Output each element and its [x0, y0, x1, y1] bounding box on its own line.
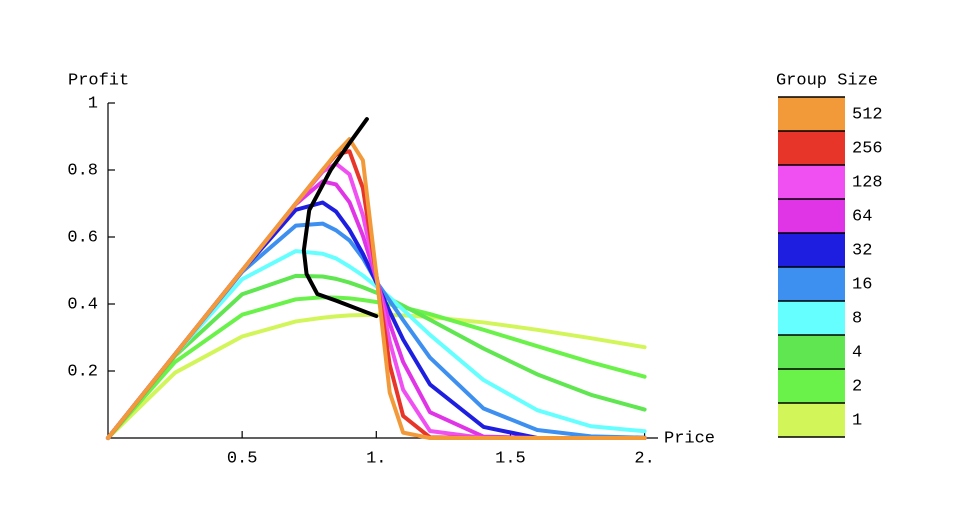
legend-label: 64 [852, 207, 872, 226]
legend-swatch [778, 335, 845, 369]
legend-label: 8 [852, 309, 862, 328]
x-tick-label: 2. [634, 449, 654, 468]
legend-swatch [778, 97, 845, 131]
series-line [106, 179, 647, 440]
y-tick-label: 1 [88, 94, 98, 113]
x-axis-label: Price [664, 429, 715, 448]
x-tick-label: 1. [366, 449, 386, 468]
optimum-line [301, 117, 379, 319]
y-tick-label: 0.4 [67, 295, 98, 314]
legend-swatch [778, 301, 845, 335]
series-line [106, 200, 647, 440]
legend-swatch [778, 199, 845, 233]
legend-label: 16 [852, 275, 872, 294]
y-tick-label: 0.6 [67, 228, 98, 247]
series-line [106, 249, 647, 440]
legend-swatch [778, 267, 845, 301]
x-tick-label: 0.5 [227, 449, 258, 468]
legend-swatch [778, 233, 845, 267]
legend-label: 4 [852, 343, 862, 362]
legend-label: 1 [852, 411, 862, 430]
legend-label: 128 [852, 173, 883, 192]
y-tick-label: 0.8 [67, 161, 98, 180]
legend-swatch [778, 369, 845, 403]
legend-swatch [778, 403, 845, 437]
x-tick-label: 1.5 [495, 449, 526, 468]
legend-label: 32 [852, 241, 872, 260]
series-line [106, 221, 647, 440]
series-line [106, 137, 647, 440]
y-tick-label: 0.2 [67, 362, 98, 381]
legend-label: 256 [852, 139, 883, 158]
legend-title: Group Size [776, 71, 878, 90]
legend-swatch [778, 131, 845, 165]
legend-label: 2 [852, 377, 862, 396]
legend-label: 512 [852, 105, 883, 124]
series-line [106, 295, 647, 440]
series-line [106, 273, 647, 440]
y-axis-label: Profit [68, 71, 129, 90]
legend-swatch [778, 165, 845, 199]
